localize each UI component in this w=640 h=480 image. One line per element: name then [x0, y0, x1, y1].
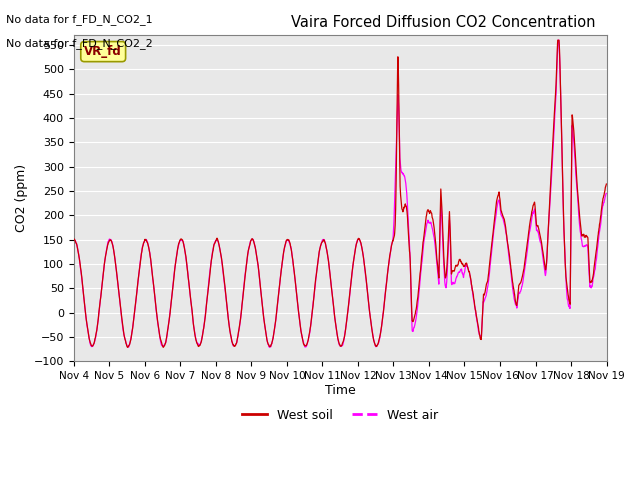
- Text: No data for f_FD_N_CO2_2: No data for f_FD_N_CO2_2: [6, 38, 153, 49]
- Legend: West soil, West air: West soil, West air: [237, 404, 443, 427]
- Text: No data for f_FD_N_CO2_1: No data for f_FD_N_CO2_1: [6, 14, 153, 25]
- Text: Vaira Forced Diffusion CO2 Concentration: Vaira Forced Diffusion CO2 Concentration: [291, 15, 596, 30]
- Text: VR_fd: VR_fd: [84, 45, 122, 58]
- Y-axis label: CO2 (ppm): CO2 (ppm): [15, 164, 28, 232]
- X-axis label: Time: Time: [324, 384, 355, 396]
